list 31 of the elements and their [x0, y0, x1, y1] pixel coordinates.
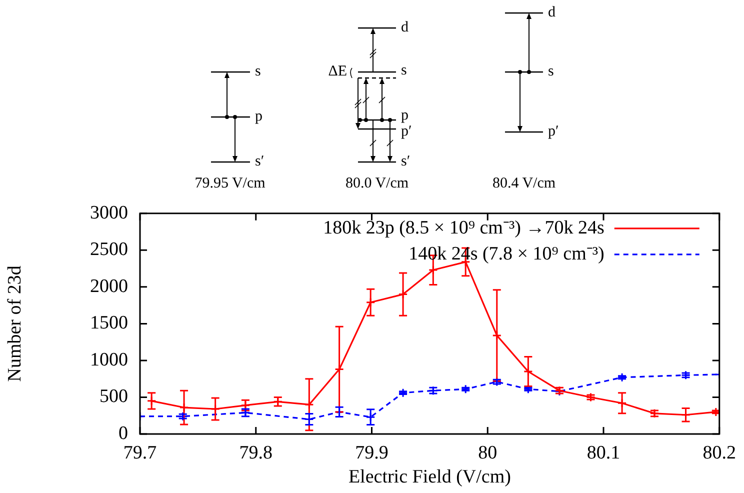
text: s: [255, 63, 261, 80]
x-axis-title: Electric Field (V/cm): [348, 466, 511, 488]
text: d: [401, 19, 409, 36]
text: p′: [548, 123, 559, 140]
text: 80.0 V/cm: [345, 175, 409, 192]
x-tick-label: 79.7: [123, 442, 157, 464]
text: 80.4 V/cm: [492, 175, 556, 192]
y-tick-label: 3000: [90, 202, 128, 224]
y-tick-label: 2500: [90, 239, 128, 260]
y-axis-title: Number of 23d: [4, 265, 26, 382]
y-tick-label: 2000: [90, 276, 128, 297]
text: p: [255, 108, 262, 124]
text: 79.95 V/cm: [194, 175, 266, 192]
x-tick-label: 80.2: [702, 442, 736, 464]
text: d: [548, 4, 556, 20]
x-tick-label: 79.9: [355, 442, 388, 464]
text: s: [548, 63, 554, 80]
x-tick-label: 80.1: [586, 442, 620, 464]
text: p′: [401, 123, 412, 140]
text: s′: [255, 153, 264, 170]
text: p: [401, 107, 408, 124]
text: s′: [401, 153, 410, 170]
y-tick-label: 0: [118, 422, 128, 444]
text: s: [401, 62, 407, 78]
series-label: 180k 23p (8.5 × 10⁹ cm⁻³) →70k 24s: [323, 217, 604, 238]
y-tick-label: 500: [100, 386, 128, 408]
y-tick-label: 1500: [90, 312, 128, 334]
x-tick-label: 79.8: [239, 442, 272, 464]
x-tick-label: 80: [478, 442, 498, 464]
y-tick-label: 1000: [90, 349, 128, 370]
text: ΔE: [328, 63, 347, 80]
